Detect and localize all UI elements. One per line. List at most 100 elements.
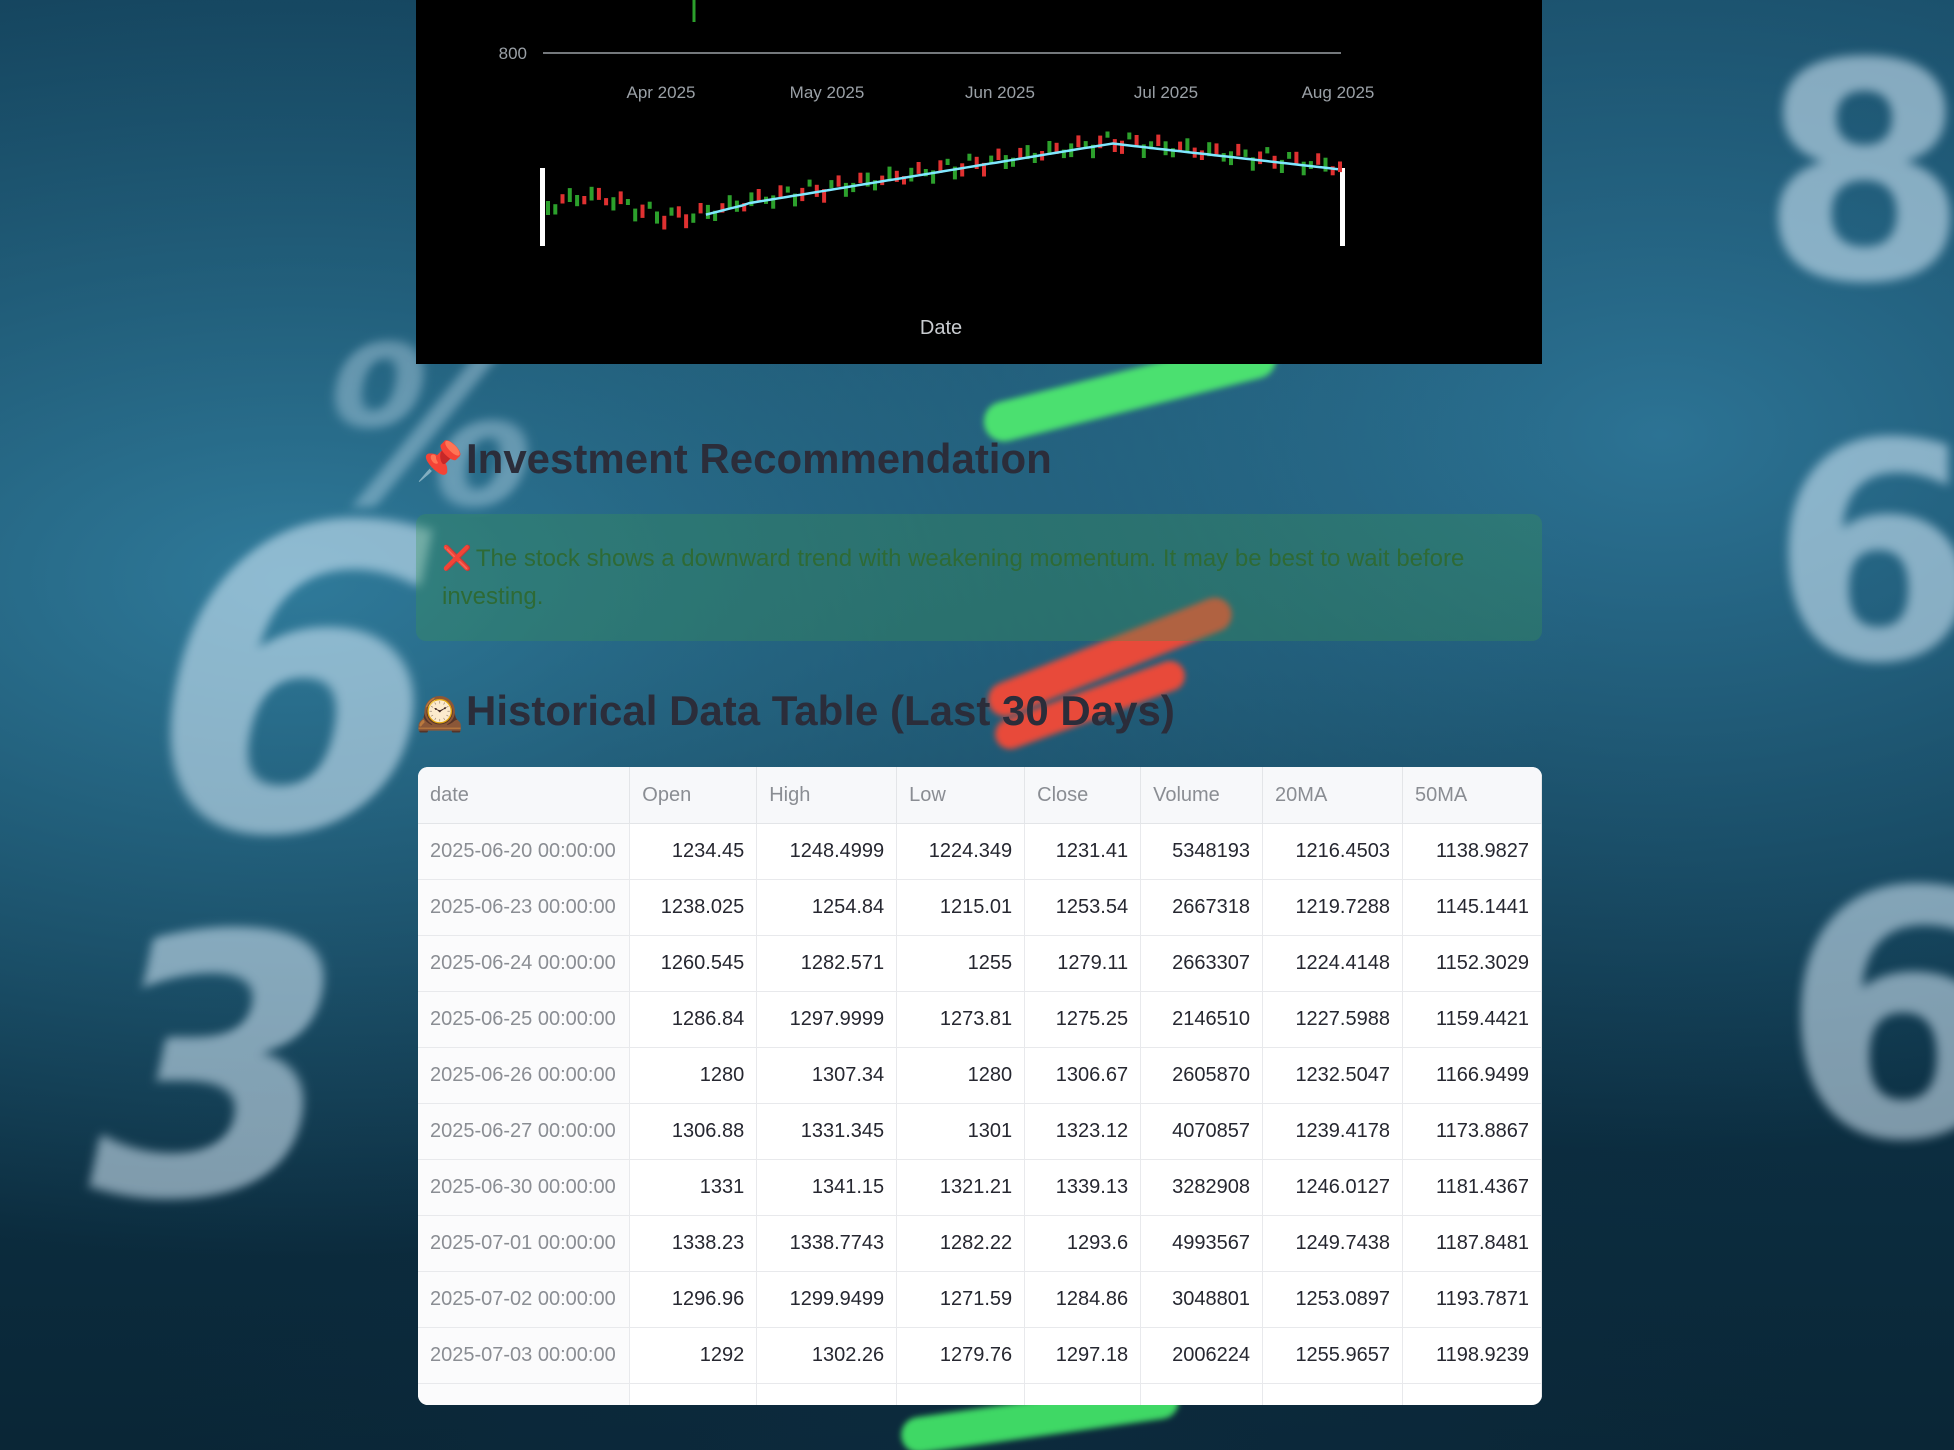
table-cell[interactable]: 1187.8481	[1402, 1215, 1542, 1272]
table-cell[interactable]: 1254.84	[756, 879, 898, 936]
table-cell[interactable]: 2146510	[1140, 991, 1264, 1048]
table-cell[interactable]: 3048801	[1140, 1271, 1264, 1328]
table-cell[interactable]: 2605870	[1140, 1047, 1264, 1104]
table-cell[interactable]: 1246.0127	[1262, 1159, 1403, 1216]
mini-candle	[582, 196, 587, 205]
historical-data-table[interactable]: date Open High Low Close Volume 20MA 50M…	[418, 767, 1542, 1405]
table-cell[interactable]: 1293.6	[1024, 1215, 1142, 1272]
table-cell[interactable]: 1227.5988	[1262, 991, 1403, 1048]
column-header-open[interactable]: Open	[629, 767, 758, 824]
table-cell[interactable]: 1282.571	[756, 935, 898, 992]
table-cell[interactable]: 1138.9827	[1402, 823, 1542, 880]
table-cell[interactable]: 1323.12	[1024, 1103, 1142, 1160]
table-cell[interactable]: 1302.26	[756, 1327, 898, 1384]
table-cell[interactable]: 1234.45	[629, 823, 758, 880]
table-cell[interactable]: 1173.8867	[1402, 1103, 1542, 1160]
table-cell[interactable]: 1159.4421	[1402, 991, 1542, 1048]
price-chart[interactable]: 800 Apr 2025 May 2025 Jun 2025 Jul 2025 …	[416, 0, 1542, 364]
table-cell[interactable]: 1341.15	[756, 1159, 898, 1216]
table-cell[interactable]: 1286.84	[629, 991, 758, 1048]
table-cell[interactable]: 1249.7438	[1262, 1215, 1403, 1272]
table-cell[interactable]: 1145.1441	[1402, 879, 1542, 936]
table-cell[interactable]: 1280	[629, 1047, 758, 1104]
mini-candle	[829, 180, 834, 189]
table-cell[interactable]: 1306.67	[1024, 1047, 1142, 1104]
row-date-cell[interactable]: 2025-06-24 00:00:00	[418, 935, 631, 992]
range-slider-left-handle[interactable]	[540, 168, 545, 246]
table-cell[interactable]: 1339.13	[1024, 1159, 1142, 1216]
table-cell[interactable]: 4070857	[1140, 1103, 1264, 1160]
x-tick-jul: Jul 2025	[1134, 83, 1198, 102]
table-cell[interactable]: 1301	[896, 1103, 1026, 1160]
table-cell[interactable]: 1292	[629, 1327, 758, 1384]
table-cell[interactable]: 1260.545	[629, 935, 758, 992]
table-cell[interactable]: 1321.21	[896, 1159, 1026, 1216]
table-cell[interactable]: 1215.01	[896, 879, 1026, 936]
table-cell[interactable]: 1296.96	[629, 1271, 758, 1328]
table-cell[interactable]: 1306.88	[629, 1103, 758, 1160]
table-cell[interactable]: 1338.7743	[756, 1215, 898, 1272]
table-cell[interactable]: 1152.3029	[1402, 935, 1542, 992]
column-header-volume[interactable]: Volume	[1140, 767, 1264, 824]
table-cell[interactable]: 1297.9999	[756, 991, 898, 1048]
table-cell[interactable]: 1279.11	[1024, 935, 1142, 992]
table-cell[interactable]: 1231.41	[1024, 823, 1142, 880]
table-cell[interactable]: 1331	[629, 1159, 758, 1216]
table-cell[interactable]: 1255.9657	[1262, 1327, 1403, 1384]
table-cell[interactable]: 2667318	[1140, 879, 1264, 936]
row-date-cell[interactable]: 2025-07-01 00:00:00	[418, 1215, 631, 1272]
table-cell[interactable]: 2663307	[1140, 935, 1264, 992]
table-cell[interactable]: 1299.9499	[756, 1271, 898, 1328]
table-cell[interactable]: 1219.7288	[1262, 879, 1403, 936]
row-date-cell[interactable]: 2025-06-27 00:00:00	[418, 1103, 631, 1160]
column-header-date[interactable]: date	[418, 767, 631, 824]
table-cell[interactable]: 3282908	[1140, 1159, 1264, 1216]
column-header-high[interactable]: High	[756, 767, 898, 824]
table-cell[interactable]: 1224.349	[896, 823, 1026, 880]
table-cell[interactable]: 1181.4367	[1402, 1159, 1542, 1216]
table-cell[interactable]: 1224.4148	[1262, 935, 1403, 992]
table-cell[interactable]: 1239.4178	[1262, 1103, 1403, 1160]
mini-candle	[684, 214, 689, 229]
row-date-cell[interactable]: 2025-06-30 00:00:00	[418, 1159, 631, 1216]
table-cell[interactable]: 1275.25	[1024, 991, 1142, 1048]
table-cell[interactable]: 4993567	[1140, 1215, 1264, 1272]
table-row-partial	[418, 1383, 1542, 1405]
table-cell[interactable]: 1253.0897	[1262, 1271, 1403, 1328]
table-cell[interactable]: 1253.54	[1024, 879, 1142, 936]
table-cell[interactable]: 1273.81	[896, 991, 1026, 1048]
row-date-cell[interactable]: 2025-07-02 00:00:00	[418, 1271, 631, 1328]
column-header-50ma[interactable]: 50MA	[1402, 767, 1542, 824]
table-cell[interactable]: 1331.345	[756, 1103, 898, 1160]
table-cell[interactable]: 1338.23	[629, 1215, 758, 1272]
table-cell[interactable]: 1232.5047	[1262, 1047, 1403, 1104]
table-cell[interactable]: 1282.22	[896, 1215, 1026, 1272]
row-date-cell[interactable]: 2025-06-20 00:00:00	[418, 823, 631, 880]
column-header-close[interactable]: Close	[1024, 767, 1142, 824]
table-cell[interactable]: 5348193	[1140, 823, 1264, 880]
mini-candle	[974, 156, 979, 169]
mini-candle	[1243, 149, 1248, 157]
row-date-cell[interactable]: 2025-06-23 00:00:00	[418, 879, 631, 936]
table-cell[interactable]: 1280	[896, 1047, 1026, 1104]
table-cell[interactable]: 1238.025	[629, 879, 758, 936]
row-date-cell[interactable]: 2025-07-03 00:00:00	[418, 1327, 631, 1384]
table-cell[interactable]: 1284.86	[1024, 1271, 1142, 1328]
table-cell[interactable]: 1271.59	[896, 1271, 1026, 1328]
moving-average-line	[705, 142, 1339, 216]
table-cell[interactable]: 1307.34	[756, 1047, 898, 1104]
table-cell[interactable]: 1279.76	[896, 1327, 1026, 1384]
range-slider-right-handle[interactable]	[1340, 168, 1345, 246]
table-cell[interactable]: 1193.7871	[1402, 1271, 1542, 1328]
column-header-low[interactable]: Low	[896, 767, 1026, 824]
column-header-20ma[interactable]: 20MA	[1262, 767, 1403, 824]
table-cell[interactable]: 1166.9499	[1402, 1047, 1542, 1104]
table-cell[interactable]: 2006224	[1140, 1327, 1264, 1384]
row-date-cell[interactable]: 2025-06-26 00:00:00	[418, 1047, 631, 1104]
table-cell[interactable]: 1297.18	[1024, 1327, 1142, 1384]
table-cell[interactable]: 1248.4999	[756, 823, 898, 880]
table-cell[interactable]: 1255	[896, 935, 1026, 992]
row-date-cell[interactable]: 2025-06-25 00:00:00	[418, 991, 631, 1048]
table-cell[interactable]: 1216.4503	[1262, 823, 1403, 880]
table-cell[interactable]: 1198.9239	[1402, 1327, 1542, 1384]
